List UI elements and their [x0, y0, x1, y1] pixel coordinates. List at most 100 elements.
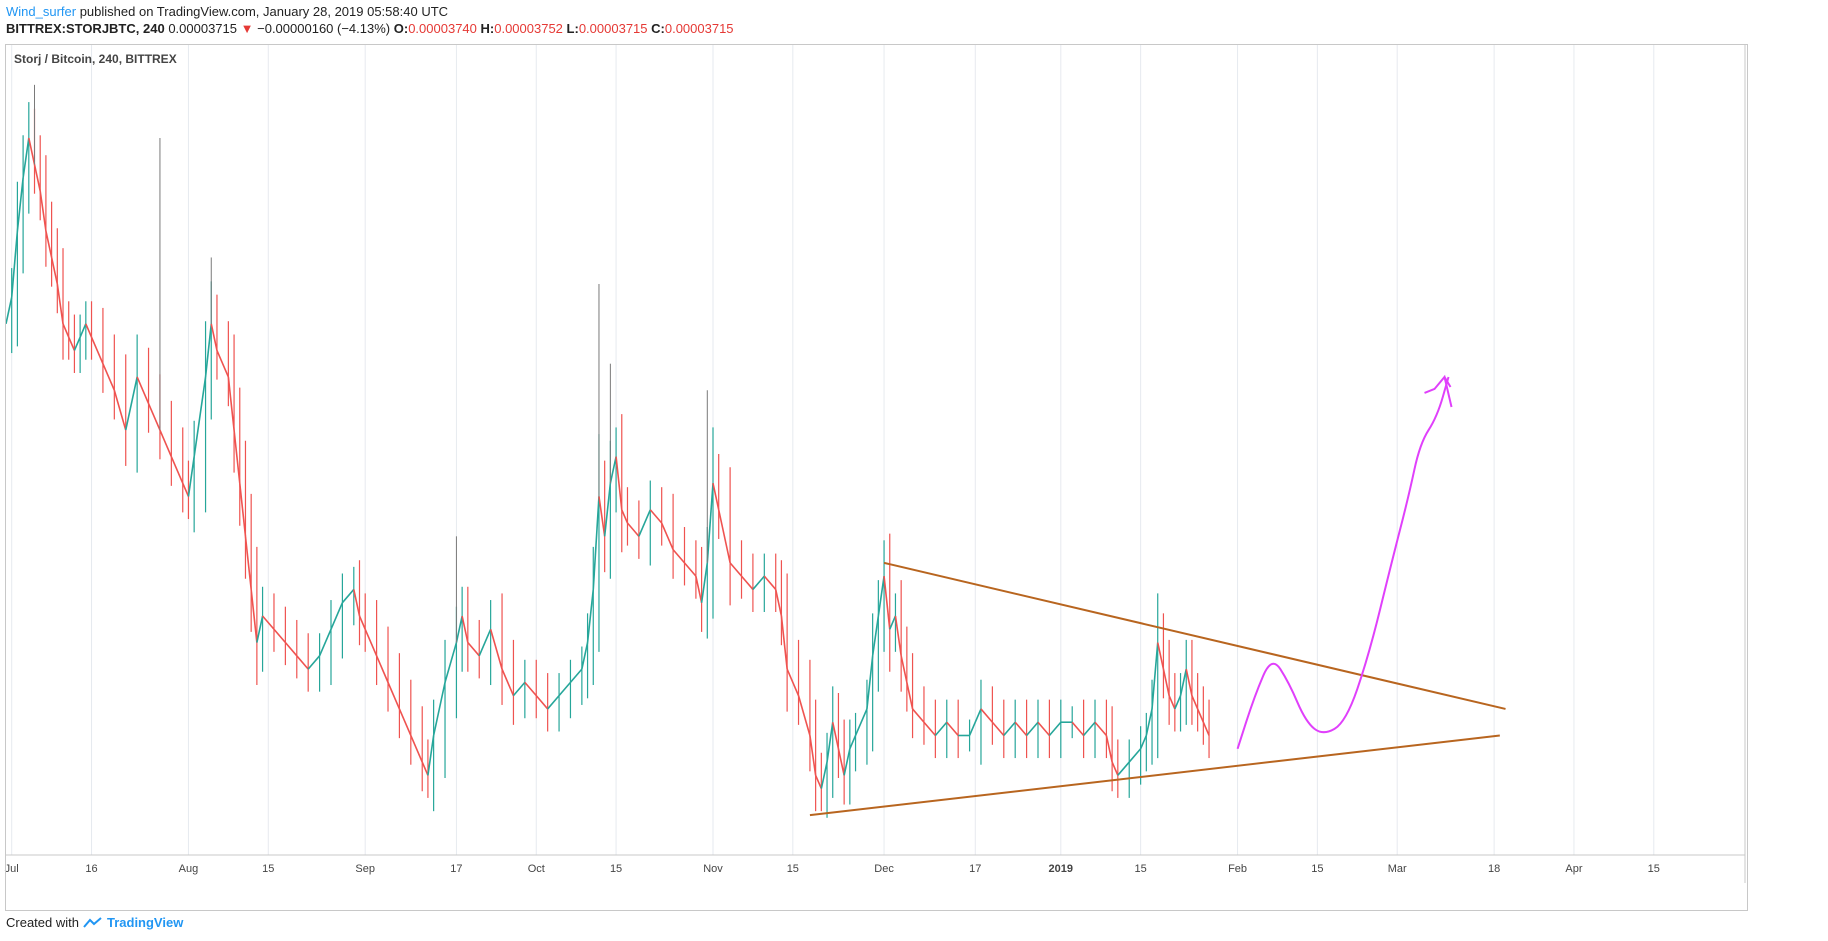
price-segment — [763, 575, 777, 590]
price-segment — [894, 615, 902, 656]
price-segment — [90, 336, 104, 365]
price-segment — [5, 297, 13, 325]
price-segment — [432, 682, 446, 736]
price-segment — [461, 615, 469, 643]
price-segment — [147, 403, 161, 431]
price-chart[interactable]: 0.000030000.000035000.000040000.00004500… — [0, 0, 1828, 911]
x-tick-label: 18 — [1488, 863, 1500, 875]
x-tick-label: 15 — [787, 863, 799, 875]
price-segment — [923, 721, 936, 737]
chart-frame — [5, 44, 1748, 911]
x-tick-label: 15 — [262, 863, 274, 875]
price-segment — [906, 682, 914, 710]
price-segment — [341, 588, 355, 604]
high-value: 0.00003752 — [494, 21, 563, 36]
price-segment — [672, 549, 686, 564]
x-tick-label: Feb — [1228, 863, 1247, 875]
price-segment — [683, 562, 697, 577]
price-segment — [826, 722, 834, 763]
x-tick-label: 15 — [1311, 863, 1323, 875]
price-segment — [50, 257, 59, 285]
x-tick-label: 15 — [1135, 863, 1147, 875]
price-segment — [934, 721, 948, 737]
author-link[interactable]: Wind_surfer — [6, 4, 77, 19]
price-segment — [649, 509, 663, 524]
price-segment — [284, 642, 298, 657]
chart-title: Storj / Bitcoin, 240, BITTREX — [14, 52, 177, 66]
price-segment — [1117, 761, 1130, 776]
price-segment — [204, 323, 213, 378]
price-segment — [1003, 721, 1016, 737]
price-segment — [501, 668, 515, 696]
price-segment — [102, 363, 116, 391]
price-segment — [524, 681, 537, 697]
price-segment — [729, 562, 743, 577]
symbol-line: BITTREX:STORJBTC, 240 0.00003715 ▼ −0.00… — [6, 21, 734, 36]
price-segment — [854, 708, 868, 736]
price-segment — [410, 735, 423, 763]
price-segment — [159, 429, 173, 457]
price-segment — [980, 708, 993, 723]
x-tick-label: 16 — [85, 863, 97, 875]
price-segment — [592, 496, 600, 590]
price-segment — [1037, 721, 1051, 737]
price-segment — [1168, 695, 1176, 710]
price-segment — [398, 708, 412, 736]
price-segment — [871, 615, 880, 656]
price-segment — [831, 722, 840, 749]
price-segment — [603, 483, 612, 537]
price-segment — [16, 177, 24, 231]
price-segment — [797, 695, 811, 736]
price-segment — [478, 628, 492, 657]
price-segment — [883, 576, 891, 630]
close-label: C: — [651, 21, 665, 36]
projection-arrowhead — [1424, 374, 1453, 408]
price-segment — [250, 589, 258, 643]
price-segment — [1185, 668, 1193, 696]
price-segment — [1179, 668, 1188, 696]
price-segment — [547, 695, 560, 710]
publish-info: published on TradingView.com, January 28… — [79, 4, 449, 19]
price-segment — [991, 721, 1005, 737]
tradingview-logo-icon — [83, 916, 102, 928]
price-segment — [837, 748, 845, 776]
x-tick-label: 15 — [610, 863, 622, 875]
price-segment — [695, 575, 703, 603]
price-segment — [1025, 721, 1039, 737]
price-segment — [296, 655, 309, 670]
price-segment — [581, 642, 589, 670]
price-segment — [256, 615, 264, 643]
tradingview-link[interactable]: TradingView — [106, 915, 184, 930]
price-segment — [598, 496, 606, 537]
down-arrow-icon: ▼ — [240, 21, 254, 36]
price-segment — [233, 429, 241, 484]
price-segment — [786, 668, 800, 696]
price-segment — [911, 708, 925, 723]
price-segment — [586, 589, 595, 643]
price-segment — [1191, 695, 1199, 710]
price-segment — [712, 483, 720, 510]
price-segment — [615, 456, 623, 510]
price-segment — [1014, 721, 1028, 737]
triangle-trendline — [883, 561, 1506, 710]
price-segment — [700, 562, 709, 603]
price-segment — [273, 628, 286, 644]
x-tick-label: Aug — [179, 863, 199, 875]
high-label: H: — [480, 21, 495, 36]
price-segment — [1174, 695, 1182, 710]
price-segment — [558, 681, 572, 697]
x-tick-label: Mar — [1388, 863, 1407, 875]
price-segment — [124, 376, 138, 431]
x-tick-label: 2019 — [1049, 863, 1073, 875]
price-segment — [427, 735, 435, 776]
price-segment — [866, 655, 874, 710]
price-segment — [621, 509, 629, 524]
price-segment — [10, 230, 19, 298]
x-tick-label: Oct — [528, 863, 545, 875]
price-segment — [244, 536, 252, 590]
price-segment — [375, 655, 389, 683]
price-segment — [467, 642, 480, 657]
price-segment — [85, 323, 93, 338]
price-segment — [1145, 708, 1153, 736]
price-segment — [1083, 721, 1096, 737]
